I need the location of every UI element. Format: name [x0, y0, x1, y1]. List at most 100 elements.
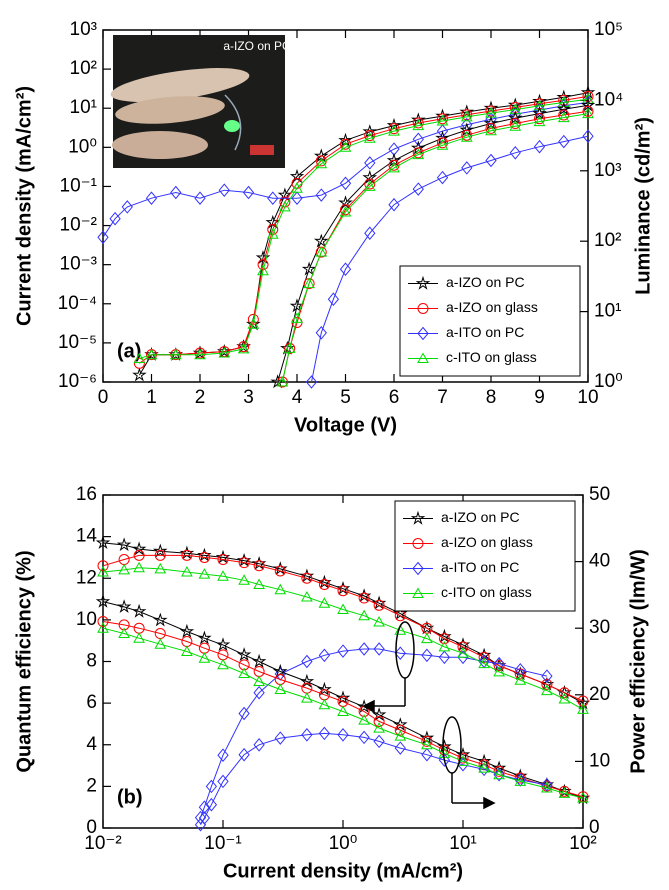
- legend-marker: [412, 561, 424, 576]
- marker: [194, 348, 206, 360]
- marker: [301, 654, 313, 669]
- marker: [218, 346, 231, 358]
- marker: [371, 707, 387, 721]
- arrow-head: [483, 796, 496, 810]
- marker: [541, 781, 553, 793]
- marker: [242, 185, 255, 200]
- marker: [116, 599, 132, 614]
- marker: [412, 132, 424, 147]
- x-tick-label: 10⁻²: [84, 833, 122, 854]
- y2-axis-title: Power efficiency (lm/W): [627, 549, 649, 774]
- marker: [410, 112, 426, 127]
- marker: [436, 170, 449, 185]
- marker: [373, 615, 385, 627]
- legend-label: a-ITO on PC: [446, 324, 524, 340]
- marker: [412, 117, 424, 129]
- y-tick-label: 8: [86, 651, 97, 672]
- marker: [313, 233, 329, 248]
- marker: [582, 105, 594, 117]
- marker: [274, 683, 287, 694]
- marker: [133, 549, 145, 561]
- marker: [238, 747, 250, 762]
- marker: [154, 638, 167, 649]
- marker: [318, 648, 331, 663]
- y-tick-label: 10⁰: [68, 136, 97, 157]
- marker: [145, 348, 158, 360]
- y2-tick-label: 10: [589, 750, 610, 771]
- y-tick-label: 10⁻¹: [60, 175, 98, 196]
- inset-label: a-IZO on PC: [223, 39, 291, 53]
- y-tick-label: 0: [86, 817, 97, 838]
- y2-tick-label: 10⁵: [594, 19, 623, 40]
- marker: [97, 616, 109, 628]
- marker: [460, 110, 473, 122]
- marker: [238, 557, 250, 569]
- marker: [358, 592, 370, 604]
- y-tick-label: 14: [76, 526, 98, 547]
- wire: [224, 94, 242, 151]
- marker: [493, 765, 505, 777]
- marker: [274, 583, 287, 595]
- marker: [132, 367, 147, 382]
- marker: [556, 101, 572, 116]
- marker: [363, 180, 376, 191]
- marker: [339, 176, 352, 191]
- marker: [436, 124, 449, 138]
- x-tick-label: 10: [577, 387, 598, 408]
- marker: [303, 277, 315, 289]
- marker: [215, 637, 231, 652]
- marker: [253, 578, 265, 589]
- legend-label: a-IZO on PC: [441, 509, 520, 525]
- marker: [218, 183, 230, 197]
- marker: [457, 647, 469, 658]
- marker: [179, 623, 195, 638]
- legend-marker: [410, 510, 426, 525]
- marker: [493, 656, 505, 671]
- marker: [558, 692, 571, 704]
- marker: [478, 762, 490, 773]
- y-tick-label: 10¹: [70, 97, 97, 118]
- marker: [412, 119, 425, 131]
- x-tick-label: 6: [389, 387, 400, 408]
- series-line: [281, 110, 589, 383]
- marker: [485, 153, 497, 168]
- marker: [181, 549, 193, 561]
- x-tick-label: 10²: [569, 833, 596, 854]
- marker: [582, 129, 594, 143]
- marker: [412, 148, 425, 160]
- marker: [133, 632, 145, 643]
- marker: [279, 200, 291, 212]
- indicator-ellipse: [395, 621, 415, 679]
- marker: [421, 738, 433, 750]
- marker: [337, 585, 349, 597]
- legend-label: a-ITO on PC: [441, 559, 519, 575]
- y-tick-label: 12: [76, 567, 97, 588]
- marker: [217, 748, 229, 762]
- marker: [283, 342, 296, 353]
- x-tick-label: 5: [340, 387, 351, 408]
- marker: [145, 191, 158, 205]
- marker: [438, 650, 451, 665]
- marker: [317, 681, 332, 696]
- marker: [118, 627, 130, 638]
- marker: [299, 673, 315, 688]
- marker: [154, 549, 166, 561]
- series-line: [102, 627, 584, 799]
- legend-marker: [415, 275, 431, 290]
- marker: [509, 120, 522, 131]
- marker: [438, 753, 451, 767]
- marker: [133, 561, 145, 573]
- x-tick-label: 1: [146, 387, 157, 408]
- marker: [582, 93, 594, 104]
- series-line: [200, 648, 548, 818]
- marker: [358, 714, 370, 725]
- marker: [460, 131, 473, 142]
- marker: [373, 722, 385, 733]
- marker: [291, 191, 303, 205]
- marker: [421, 648, 433, 663]
- marker: [437, 137, 448, 149]
- finger: [115, 96, 225, 124]
- y-tick-label: 10⁻³: [60, 254, 98, 275]
- marker: [152, 612, 168, 627]
